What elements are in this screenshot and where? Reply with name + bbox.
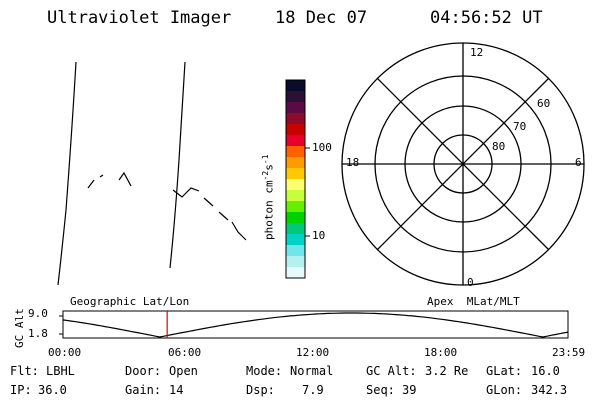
filter-value: LBHL	[46, 364, 75, 378]
date-label: 18 Dec 07	[275, 8, 368, 28]
map-line	[118, 171, 132, 187]
time-label: 04:56:52 UT	[430, 8, 543, 28]
image-panel	[57, 61, 247, 286]
map-line	[172, 187, 200, 198]
lat-label-80: 80	[492, 140, 506, 153]
x-tick-2359: 23:59	[552, 346, 586, 359]
colorbar-cell	[286, 80, 305, 92]
glon-value: 342.3	[531, 383, 568, 397]
ip-label: IP:	[10, 383, 32, 397]
seq-label: Seq:	[366, 383, 395, 397]
mlt-label-18: 18	[346, 156, 360, 169]
colorbar-cell	[286, 245, 305, 257]
map-line	[203, 197, 214, 207]
colorbar-cell	[286, 135, 305, 147]
mode-value: Normal	[290, 364, 334, 378]
gain-value: 14	[169, 383, 184, 397]
instrument-title: Ultraviolet Imager	[47, 8, 232, 28]
apex-label: Apex MLat/MLT	[427, 295, 520, 308]
mlt-label-6: 6	[575, 156, 582, 169]
colorbar-cell	[286, 234, 305, 246]
lat-label-60: 60	[537, 97, 551, 110]
map-line	[57, 61, 77, 286]
colorbar-cell	[286, 223, 305, 235]
orbit-axis-title: GC Alt	[13, 308, 26, 348]
map-line	[169, 61, 186, 269]
polar-grid	[341, 42, 585, 286]
x-tick-1200: 12:00	[296, 346, 330, 359]
glon-label: GLon:	[486, 383, 523, 397]
map-line	[99, 174, 104, 178]
colorbar-cell	[286, 190, 305, 202]
glat-value: 16.0	[531, 364, 560, 378]
orbit-altitude-curve	[62, 312, 569, 338]
door-label: Door:	[125, 364, 162, 378]
geographic-label: Geographic Lat/Lon	[70, 295, 190, 308]
x-tick-1800: 18:00	[424, 346, 458, 359]
colorbar-unit-label: photon cm-2s-1	[261, 154, 276, 240]
x-tick-0000: 00:00	[48, 346, 82, 359]
y-tick-high: 9.0	[28, 307, 48, 320]
color-bar	[285, 79, 310, 279]
colorbar-cell	[286, 179, 305, 191]
y-tick-low: 1.8	[28, 327, 48, 340]
glat-label: GLat:	[486, 364, 523, 378]
map-line	[87, 179, 95, 189]
colorbar-tick-100: 100	[312, 141, 332, 154]
filter-label: Flt:	[10, 364, 39, 378]
colorbar-cell	[286, 157, 305, 169]
colorbar-cell	[286, 212, 305, 224]
dsp-label: Dsp:	[246, 383, 275, 397]
gcalt-value: 3.2 Re	[425, 364, 469, 378]
seq-value: 39	[402, 383, 417, 397]
map-line	[218, 211, 229, 221]
lat-label-70: 70	[513, 120, 527, 133]
colorbar-cell	[286, 113, 305, 125]
colorbar-cell	[286, 256, 305, 268]
colorbar-cell	[286, 102, 305, 114]
colorbar-cell	[286, 168, 305, 180]
colorbar-cell	[286, 201, 305, 213]
colorbar-cell	[286, 124, 305, 136]
map-line	[231, 221, 247, 241]
gain-label: Gain:	[125, 383, 162, 397]
colorbar-cell	[286, 267, 305, 279]
dsp-value: 7.9	[302, 383, 324, 397]
colorbar-cell	[286, 146, 305, 158]
ip-value: 36.0	[38, 383, 67, 397]
colorbar-tick-10: 10	[312, 229, 326, 242]
x-tick-0600: 06:00	[168, 346, 202, 359]
door-value: Open	[169, 364, 198, 378]
mode-label: Mode:	[246, 364, 283, 378]
colorbar-cell	[286, 91, 305, 103]
orbit-plot	[59, 310, 569, 339]
mlt-label-0: 0	[467, 276, 474, 289]
mlt-label-12: 12	[470, 46, 484, 59]
gcalt-label: GC Alt:	[366, 364, 417, 378]
